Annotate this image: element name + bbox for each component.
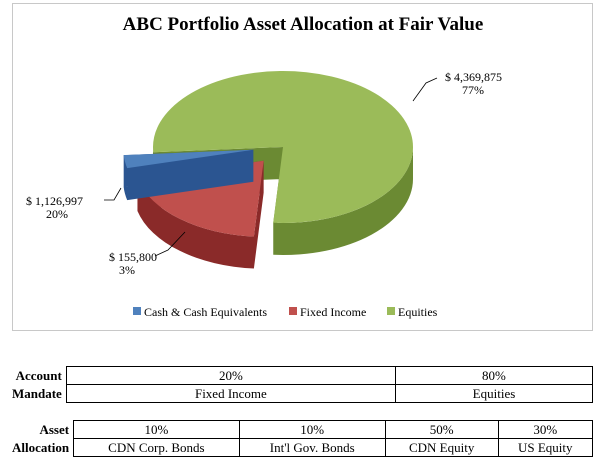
alloc-cdn-equity-pct: 50% [384, 420, 499, 439]
mandate-equities-pct: 80% [394, 366, 594, 385]
mandate-label: Mandate [12, 386, 62, 401]
data-label-cash-percent: 3% [119, 263, 135, 277]
alloc-us-equity-name: US Equity [497, 438, 594, 457]
slice-equities-top [153, 71, 414, 224]
data-label-equities-value: $ 4,369,875 [445, 70, 502, 84]
legend-label-cash: Cash & Cash Equivalents [144, 305, 267, 319]
data-label-equities-percent: 77% [462, 83, 484, 97]
legend-swatch-fixed [289, 307, 297, 315]
chart-title: ABC Portfolio Asset Allocation at Fair V… [123, 14, 484, 35]
mandate-equities-name: Equities [394, 384, 594, 403]
allocation-label: Allocation [12, 440, 70, 455]
asset-label: Asset [39, 422, 70, 437]
account-label: Account [15, 368, 62, 383]
alloc-intl-gov-name: Int'l Gov. Bonds [238, 438, 386, 457]
chart-container: ABC Portfolio Asset Allocation at Fair V… [12, 3, 593, 331]
alloc-us-equity-pct: 30% [497, 420, 594, 439]
legend-label-fixed: Fixed Income [300, 305, 366, 319]
mandate-fixed-pct: 20% [65, 366, 396, 385]
legend-swatch-equities [387, 307, 395, 315]
asset-allocation-table: Asset 10% 10% 50% 30% Allocation CDN Cor… [12, 420, 594, 457]
leader-line-equities [412, 77, 438, 102]
slice-cash-top [123, 149, 254, 169]
pie-chart: ABC Portfolio Asset Allocation at Fair V… [26, 14, 502, 319]
alloc-cdn-corp-name: CDN Corp. Bonds [73, 438, 240, 457]
data-label-fixed-value: $ 1,126,997 [26, 194, 83, 208]
legend-swatch-cash [133, 307, 141, 315]
slice-cash [123, 149, 254, 201]
alloc-intl-gov-pct: 10% [238, 420, 386, 439]
account-mandate-table: Account 20% 80% Mandate Fixed Income Equ… [12, 366, 594, 403]
alloc-cdn-equity-name: CDN Equity [384, 438, 499, 457]
data-label-cash-value: $ 155,800 [109, 250, 157, 264]
legend: Cash & Cash Equivalents Fixed Income Equ… [133, 305, 438, 319]
legend-label-equities: Equities [398, 305, 438, 319]
leader-line-fixed [104, 187, 122, 201]
data-label-fixed-percent: 20% [46, 207, 68, 221]
leader-line-cash [154, 231, 186, 257]
mandate-fixed-name: Fixed Income [65, 384, 396, 403]
alloc-cdn-corp-pct: 10% [73, 420, 240, 439]
